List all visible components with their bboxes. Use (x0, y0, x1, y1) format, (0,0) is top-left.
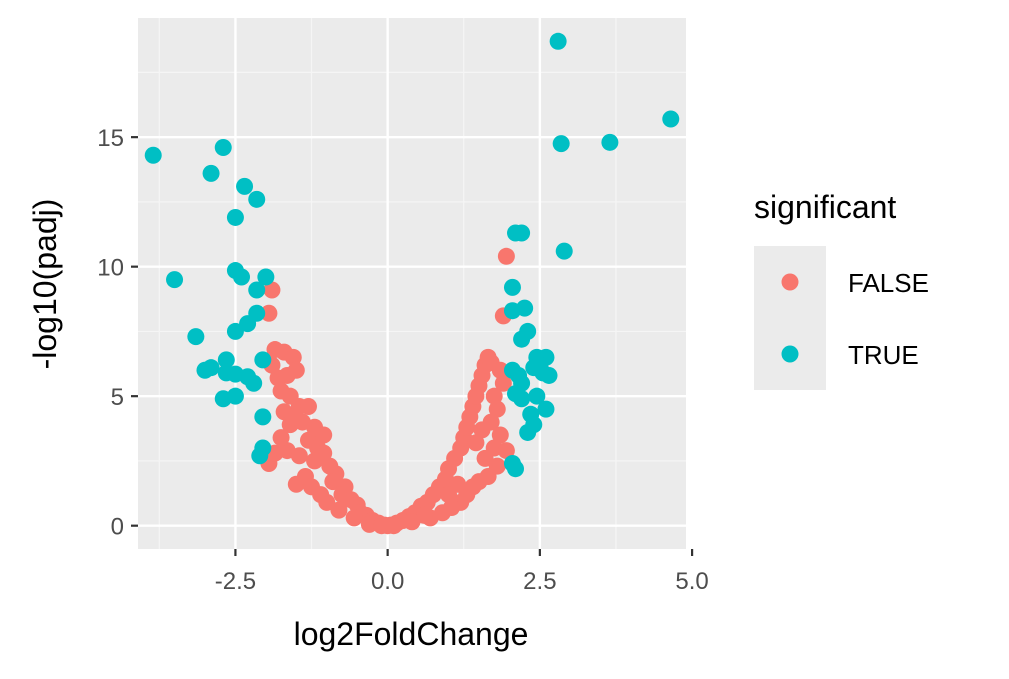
point-false (385, 517, 403, 535)
axes: -2.5 0.0 2.5 5.0 0 5 10 15 (97, 125, 708, 595)
point-true (236, 177, 254, 195)
point-false (488, 400, 506, 418)
point-true (202, 164, 220, 182)
point-false (318, 493, 336, 511)
point-true (507, 460, 525, 478)
point-false (345, 509, 363, 527)
point-true (552, 135, 570, 153)
point-false (260, 304, 278, 322)
plot-panel (138, 18, 686, 549)
legend-title: significant (754, 189, 896, 225)
y-axis-title: -log10(padj) (27, 199, 63, 370)
point-false (491, 426, 509, 444)
point-false (306, 452, 324, 470)
legend-key-background (754, 246, 826, 390)
point-false (494, 374, 512, 392)
y-tick-label: 5 (111, 384, 124, 411)
point-true (549, 32, 567, 50)
point-true (248, 190, 266, 208)
point-false (278, 366, 296, 384)
point-false (440, 486, 458, 504)
point-true (254, 351, 272, 369)
point-true (519, 423, 537, 441)
legend-label-true: TRUE (848, 340, 919, 370)
point-true (166, 271, 184, 289)
point-true (239, 315, 257, 333)
point-false (290, 447, 308, 465)
point-true (144, 146, 162, 164)
point-true (513, 224, 531, 242)
point-true (601, 133, 619, 151)
point-true (214, 390, 232, 408)
point-true (245, 374, 263, 392)
point-false (476, 449, 494, 467)
y-tick-label: 15 (97, 125, 124, 152)
x-tick-label: 0.0 (371, 568, 404, 595)
point-true (248, 281, 266, 299)
x-axis-title: log2FoldChange (294, 616, 529, 652)
point-true (537, 400, 555, 418)
point-true (251, 447, 269, 465)
x-tick-label: 5.0 (675, 568, 708, 595)
x-tick-label: 2.5 (523, 568, 556, 595)
legend-key-true (781, 345, 799, 363)
point-false (497, 442, 515, 460)
point-false (272, 429, 290, 447)
x-tick-label: -2.5 (215, 568, 256, 595)
y-tick-label: 10 (97, 255, 124, 282)
point-true (187, 328, 205, 346)
point-true (516, 299, 534, 317)
y-tick-label: 0 (111, 514, 124, 541)
legend-key-false (781, 273, 799, 291)
point-true (217, 351, 235, 369)
data-points (144, 32, 680, 535)
point-false (263, 281, 281, 299)
point-true (528, 387, 546, 405)
point-false (467, 434, 485, 452)
point-true (214, 139, 232, 157)
point-true (254, 408, 272, 426)
legend-label-false: FALSE (848, 268, 929, 298)
point-false (315, 426, 333, 444)
point-true (513, 330, 531, 348)
point-true (534, 364, 552, 382)
point-true (226, 322, 244, 340)
point-false (299, 398, 317, 416)
point-true (662, 110, 680, 128)
point-false (330, 501, 348, 519)
point-true (503, 278, 521, 296)
point-true (196, 361, 214, 379)
point-false (497, 247, 515, 265)
point-true (233, 268, 251, 286)
point-false (284, 348, 302, 366)
point-true (226, 208, 244, 226)
point-false (403, 513, 421, 531)
point-false (491, 361, 509, 379)
point-false (473, 421, 491, 439)
point-false (373, 517, 391, 535)
point-true (257, 268, 275, 286)
legend-items: FALSE TRUE (781, 268, 929, 370)
point-false (284, 408, 302, 426)
point-false (488, 457, 506, 475)
point-true (513, 390, 531, 408)
legend: significant FALSE TRUE (754, 189, 929, 390)
point-false (485, 387, 503, 405)
point-true (555, 242, 573, 260)
